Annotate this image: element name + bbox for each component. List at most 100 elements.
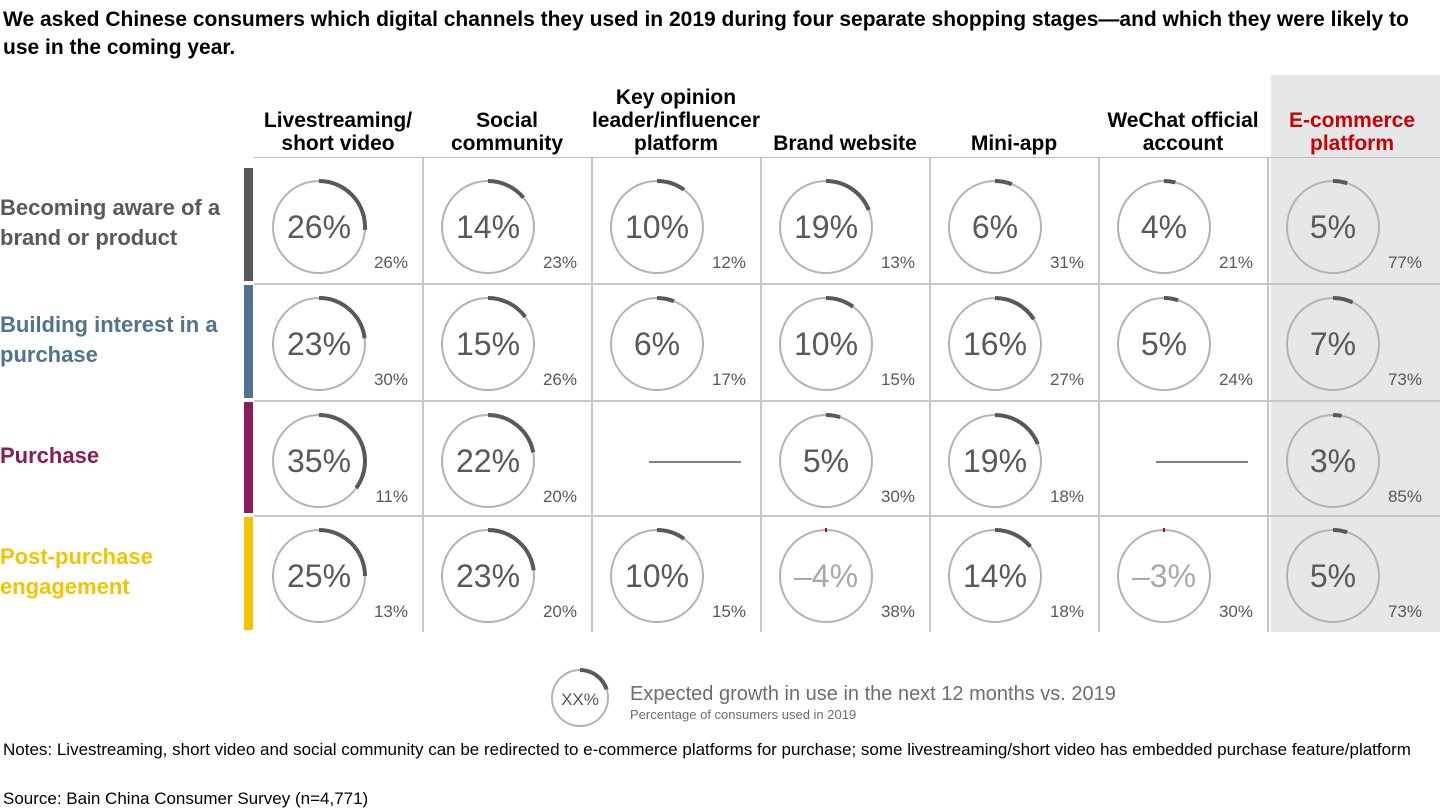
row-color-bar <box>244 285 253 398</box>
column-header-0: Livestreaming/ short video <box>263 109 413 155</box>
cell-r1-c3-growth-arc <box>825 296 855 309</box>
cell-r3-c4-growth-arc <box>994 528 1032 549</box>
cell-r3-c1-growth-arc <box>487 528 536 571</box>
cell-r0-c4-growth-arc <box>994 179 1013 187</box>
cell-r0-c2-growth-arc <box>656 179 686 192</box>
cell-r3-c5-growth-label: –3% <box>1132 558 1196 594</box>
cell-r0-c2-used-2019-label: 12% <box>712 253 746 272</box>
cell-r3-c6-growth-arc <box>1332 528 1348 535</box>
cell-r1-c4-growth-label: 16% <box>963 326 1027 362</box>
cell-r1-c1-growth-arc <box>487 296 527 319</box>
chart-title: We asked Chinese consumers which digital… <box>3 8 1409 59</box>
cell-r3-c4-growth-label: 14% <box>963 558 1027 594</box>
cell-r0-c1-used-2019-label: 23% <box>543 253 577 272</box>
cell-r3-c0-used-2019-label: 13% <box>374 602 408 621</box>
cell-r2-c3-growth-arc <box>825 413 841 420</box>
cell-r3-c4-used-2019-label: 18% <box>1050 602 1084 621</box>
cell-r1-c2-used-2019-label: 17% <box>712 370 746 389</box>
column-separator <box>1098 158 1100 632</box>
column-header-2: Key opinion leader/influencer platform <box>591 86 761 155</box>
column-separator <box>591 158 593 632</box>
cell-r3-c0-growth-label: 25% <box>287 558 351 594</box>
cell-r1-c3-used-2019-label: 15% <box>881 370 915 389</box>
row-label-1: Building interest in a purchase <box>0 311 218 367</box>
cell-r3-c0-growth-arc <box>318 528 367 577</box>
column-separator <box>1267 158 1269 632</box>
cell-r0-c4-growth-label: 6% <box>972 209 1018 245</box>
column-separator <box>929 158 931 632</box>
column-header-1: Social community <box>450 109 563 155</box>
cell-r2-c4-growth-arc <box>994 413 1040 445</box>
cell-r0-c6-growth-arc <box>1332 179 1348 186</box>
cell-r2-c4-used-2019-label: 18% <box>1050 487 1084 506</box>
cell-r0-c0-growth-arc <box>318 179 367 231</box>
row-separator <box>254 283 1440 285</box>
cell-r2-c1-growth-arc <box>487 413 536 453</box>
cell-r3-c6-growth-label: 5% <box>1310 558 1356 594</box>
cell-r1-c5-growth-label: 5% <box>1141 326 1187 362</box>
legend-symbol-label: XX% <box>561 690 599 709</box>
cell-r1-c3-growth-label: 10% <box>794 326 858 362</box>
column-header-4: Mini-app <box>970 132 1058 155</box>
cell-r0-c5-growth-label: 4% <box>1141 209 1187 245</box>
row-label-0: Becoming aware of a brand or product <box>0 194 221 250</box>
cell-r0-c6-used-2019-label: 77% <box>1388 253 1422 272</box>
cell-r1-c6-growth-arc <box>1332 296 1354 305</box>
cell-r2-c1-used-2019-label: 20% <box>543 487 577 506</box>
cell-r1-c5-growth-arc <box>1163 296 1179 303</box>
cell-r1-c1-used-2019-label: 26% <box>543 370 577 389</box>
row-color-bar <box>244 402 253 513</box>
column-header-3: Brand website <box>773 132 917 155</box>
cell-r2-c0-growth-label: 35% <box>287 443 351 479</box>
cell-r0-c0-growth-label: 26% <box>287 209 351 245</box>
cell-r1-c0-growth-arc <box>318 296 367 339</box>
cell-r3-c2-used-2019-label: 15% <box>712 602 746 621</box>
cell-r2-c0-growth-arc <box>318 413 367 490</box>
cell-r0-c0-used-2019-label: 26% <box>374 253 408 272</box>
cell-r1-c2-growth-arc <box>656 296 675 304</box>
cell-r0-c1-growth-label: 14% <box>456 209 520 245</box>
cell-r2-c4-growth-label: 19% <box>963 443 1027 479</box>
cell-r2-c6-used-2019-label: 85% <box>1388 487 1422 506</box>
cell-r2-c3-growth-label: 5% <box>803 443 849 479</box>
cell-r0-c1-growth-arc <box>487 179 525 200</box>
cell-r0-c3-growth-label: 19% <box>794 209 858 245</box>
cell-r2-c3-used-2019-label: 30% <box>881 487 915 506</box>
cell-r0-c4-used-2019-label: 31% <box>1050 253 1084 272</box>
cell-r3-c5-used-2019-label: 30% <box>1219 602 1253 621</box>
cell-r0-c5-growth-arc <box>1163 179 1176 185</box>
cell-r0-c5-used-2019-label: 21% <box>1219 253 1253 272</box>
row-label-2: Purchase <box>0 442 100 468</box>
cell-r1-c0-growth-label: 23% <box>287 326 351 362</box>
cell-r1-c2-growth-label: 6% <box>634 326 680 362</box>
cell-r0-c3-growth-arc <box>825 179 871 211</box>
cell-r1-c4-growth-arc <box>994 296 1036 321</box>
column-header-6: E-commerce platform <box>1288 109 1416 155</box>
cell-r2-c0-used-2019-label: 11% <box>375 487 408 506</box>
row-separator <box>254 400 1440 402</box>
source-text: Source: Bain China Consumer Survey (n=4,… <box>3 789 369 808</box>
cell-r0-c6-growth-label: 5% <box>1310 209 1356 245</box>
cell-r1-c5-used-2019-label: 24% <box>1219 370 1253 389</box>
column-separator <box>422 158 424 632</box>
chart-cells: 26% 26% 14% 23% 10% 12% 19% 13% 6% 31% 4% 21% 5% 77% 2… <box>272 179 1422 623</box>
row-color-bar <box>244 517 253 630</box>
cell-r3-c1-growth-label: 23% <box>456 558 520 594</box>
cell-r2-c6-growth-label: 3% <box>1310 443 1356 479</box>
notes-text: Notes: Livestreaming, short video and so… <box>3 740 1411 759</box>
row-separator <box>254 515 1440 517</box>
cell-r3-c1-used-2019-label: 20% <box>543 602 577 621</box>
row-label-3: Post-purchase engagement <box>0 543 153 599</box>
column-header-5: WeChat official account <box>1107 109 1259 155</box>
cell-r3-c6-used-2019-label: 73% <box>1388 602 1422 621</box>
cell-r1-c6-used-2019-label: 73% <box>1388 370 1422 389</box>
legend-main-text: Expected growth in use in the next 12 mo… <box>630 683 1116 705</box>
cell-r1-c4-used-2019-label: 27% <box>1050 370 1084 389</box>
cell-r3-c3-growth-label: –4% <box>794 558 858 594</box>
ecommerce-highlight-background <box>1271 75 1440 632</box>
cell-r1-c1-growth-label: 15% <box>456 326 520 362</box>
legend-growth-arc <box>579 668 609 691</box>
cell-r2-c1-growth-label: 22% <box>456 443 520 479</box>
legend-sub-text: Percentage of consumers used in 2019 <box>630 707 857 722</box>
cell-r3-c2-growth-arc <box>656 528 686 541</box>
